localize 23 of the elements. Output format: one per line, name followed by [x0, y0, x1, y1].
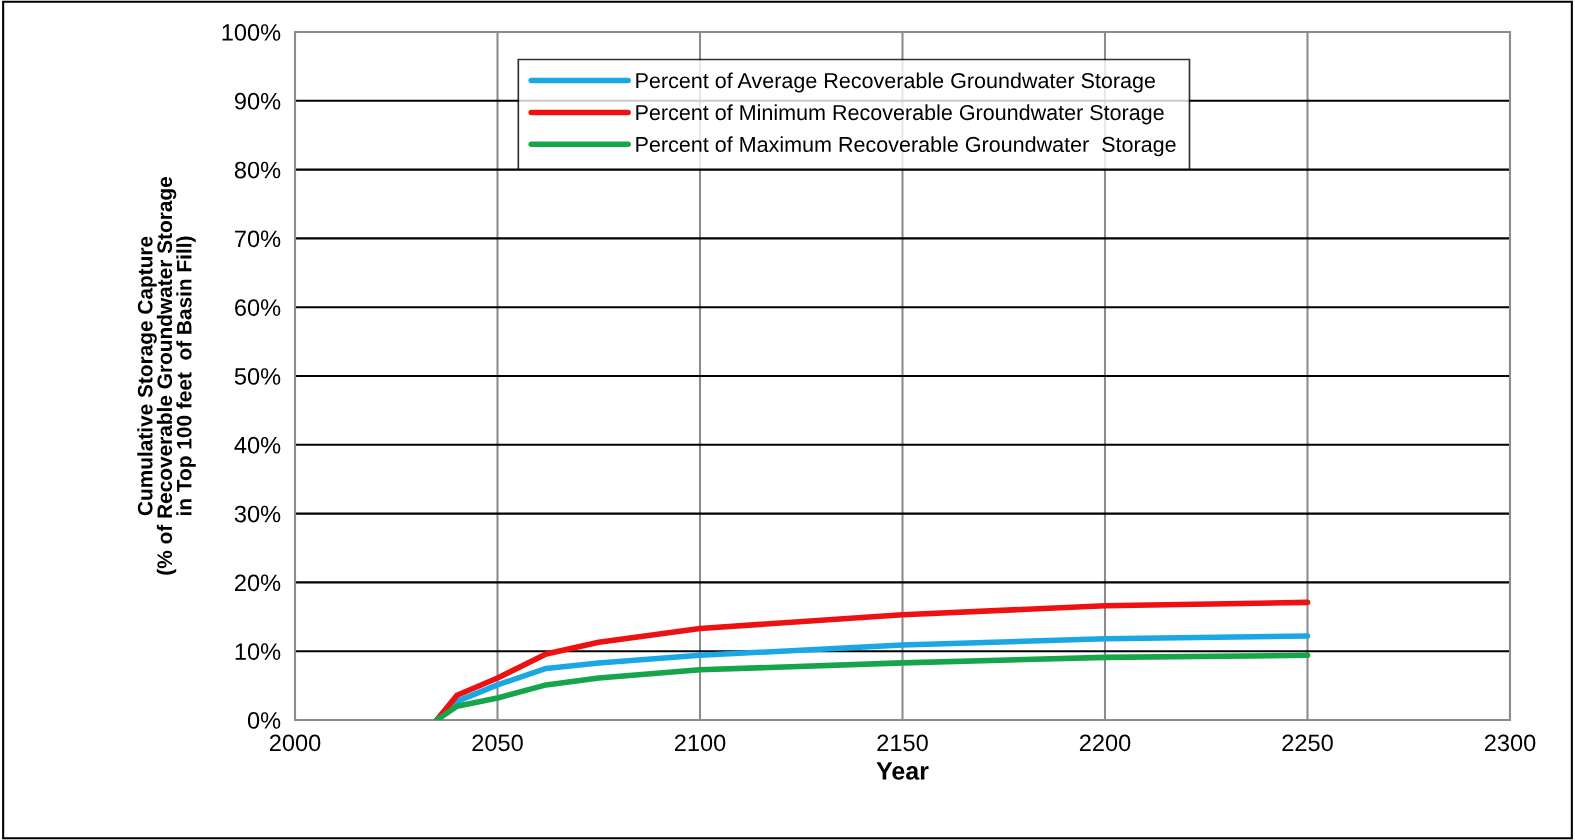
x-tick-label: 2100: [674, 734, 726, 752]
x-tick-label: 2150: [877, 734, 928, 752]
y-tick-label: 30%: [234, 505, 281, 523]
y-axis-title: Cumulative Storage Capture (% of Recoverable Groundwater Storage in Top 100 feet of Basin Fill): [137, 177, 196, 575]
legend-label: Percent of Minimum Recoverable Groundwater Storage: [636, 104, 1164, 125]
x-tick-label: 2250: [1282, 734, 1333, 752]
x-tick-label: 2050: [472, 734, 523, 752]
legend-label: Percent of Maximum Recoverable Groundwater Storage: [636, 136, 1176, 157]
y-tick-label: 10%: [235, 643, 281, 660]
y-tick-label: 20%: [235, 574, 281, 592]
x-tick-label: 2200: [1079, 734, 1131, 752]
y-tick-label: 100%: [222, 24, 281, 41]
y-tick-label: 60%: [235, 299, 281, 316]
y-tick-label: 0%: [247, 712, 281, 729]
x-axis-title: Year: [876, 762, 929, 780]
legend-label: Percent of Average Recoverable Groundwater Storage: [636, 72, 1155, 93]
x-tick-label: 2300: [1484, 734, 1536, 752]
y-tick-label: 80%: [234, 161, 281, 179]
y-tick-label: 90%: [234, 92, 281, 110]
y-tick-label: 50%: [234, 368, 281, 385]
y-tick-label: 70%: [235, 230, 281, 248]
x-tick-label: 2000: [269, 734, 321, 752]
y-tick-label: 40%: [234, 436, 281, 454]
